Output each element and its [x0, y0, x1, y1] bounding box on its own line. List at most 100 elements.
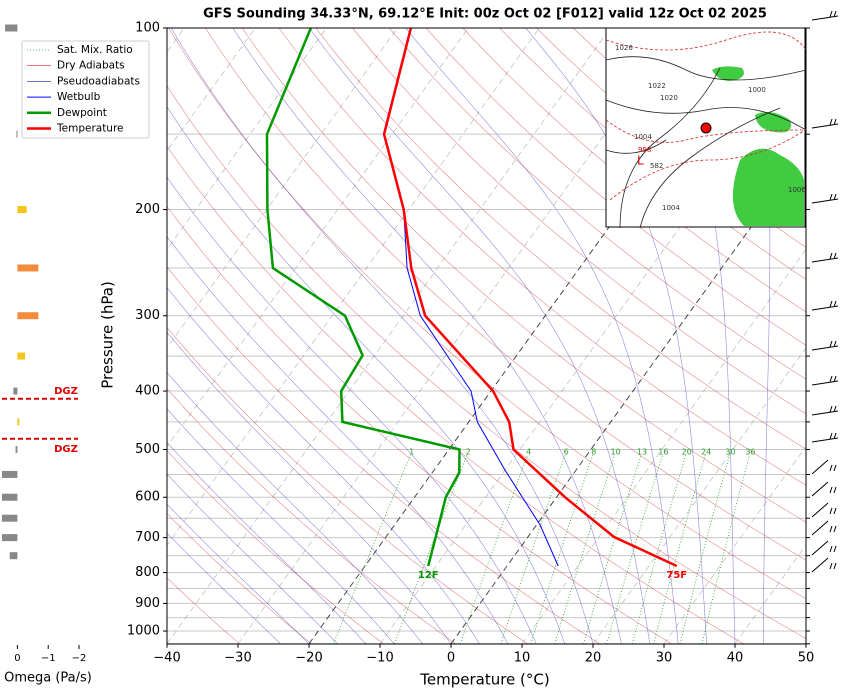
mixing-ratio-line	[459, 454, 529, 644]
mixing-ratio-label: 20	[682, 448, 692, 457]
wind-barb	[811, 375, 839, 386]
map-label: 1022	[648, 82, 666, 90]
omega-bar	[9, 552, 18, 560]
surface-label: 75F	[666, 570, 687, 581]
wind-barb	[811, 502, 837, 518]
pseudoadiabat	[167, 331, 452, 644]
x-tick-label: 30	[656, 650, 673, 665]
pseudoadiabat	[167, 532, 281, 644]
dry-adiabat	[425, 28, 806, 346]
omega-bar	[15, 445, 18, 453]
map-label: 1004	[662, 204, 680, 212]
map-label: 582	[650, 162, 663, 170]
mixing-ratio-line	[653, 454, 706, 644]
isotherm	[167, 28, 540, 546]
map-label: 1006	[788, 186, 806, 194]
x-tick-label: 50	[798, 650, 815, 665]
dgz-label: DGZ	[54, 386, 78, 397]
pseudoadiabat	[167, 106, 565, 644]
mixing-ratio-label: 6	[564, 448, 569, 457]
omega-bar	[2, 514, 18, 522]
wind-barb	[811, 520, 837, 536]
pseudoadiabat	[167, 503, 310, 644]
y-tick-label: 400	[135, 384, 160, 399]
mixing-ratio-label: 24	[701, 448, 711, 457]
y-axis-label: Pressure (hPa)	[99, 281, 117, 389]
isotherm	[167, 28, 469, 448]
legend-label: Wetbulb	[57, 91, 101, 103]
dry-adiabat	[167, 450, 384, 644]
pseudoadiabat	[167, 287, 480, 644]
omega-bar	[16, 130, 18, 138]
dry-adiabat	[499, 28, 806, 280]
wind-barb	[811, 540, 837, 556]
wind-barb	[811, 432, 839, 443]
dry-adiabat	[167, 577, 240, 644]
mixing-ratio-line	[530, 454, 594, 644]
wind-barb	[811, 252, 839, 263]
y-tick-label: 100	[135, 21, 160, 36]
wind-barb	[811, 193, 839, 204]
pseudoadiabat	[167, 236, 509, 644]
wind-barbs	[811, 10, 839, 573]
map-precip	[712, 66, 804, 227]
dry-adiabat	[205, 28, 806, 561]
omega-bar	[17, 352, 26, 360]
omega-bar	[17, 264, 39, 272]
mixing-ratio-line	[631, 454, 687, 644]
mixing-ratio-label: 30	[725, 448, 735, 457]
y-tick-label: 800	[135, 565, 160, 580]
omega-bar	[2, 493, 18, 501]
pseudoadiabat	[167, 473, 338, 644]
x-tick-label: 40	[727, 650, 744, 665]
x-tick-label: −10	[366, 650, 393, 665]
mixing-ratio-label: 2	[466, 448, 471, 457]
x-tick-label: 20	[585, 650, 602, 665]
wind-barb	[811, 118, 839, 129]
pseudoadiabat	[405, 28, 679, 644]
legend-label: Dewpoint	[57, 107, 107, 119]
surface-label: 12F	[418, 570, 439, 581]
y-tick-label: 300	[135, 308, 160, 323]
dry-adiabat	[278, 28, 806, 486]
map-location	[700, 122, 712, 134]
pseudoadiabat	[755, 28, 771, 644]
profile-line	[382, 28, 678, 568]
plot-frame	[166, 27, 807, 645]
isotherm	[167, 28, 611, 644]
dry-adiabat	[167, 85, 806, 639]
dry-adiabat	[167, 327, 528, 644]
omega-bar	[17, 418, 20, 426]
profile-line	[265, 28, 461, 567]
map-inset: 1026 1022 1020 1004 1000 998 582 1006 1004 L	[605, 27, 807, 229]
omega-axis-label: Omega (Pa/s)	[4, 671, 92, 686]
mixing-ratio-label: 8	[591, 448, 596, 457]
mixing-ratio-line	[583, 454, 642, 644]
map-label: 1000	[748, 86, 766, 94]
map-label: 1020	[660, 94, 678, 102]
pseudoadiabat	[525, 28, 707, 644]
dry-adiabat	[167, 266, 600, 644]
isotherm	[167, 28, 256, 152]
mixing-ratio-label: 4	[526, 448, 531, 457]
x-tick-label: −40	[153, 650, 180, 665]
pseudoadiabat	[167, 176, 537, 644]
chart-title: GFS Sounding 34.33°N, 69.12°E Init: 00z …	[203, 7, 767, 22]
legend-box	[21, 40, 150, 139]
map-thickness	[605, 31, 807, 201]
wind-barb	[811, 481, 837, 497]
x-tick-label: 0	[447, 650, 455, 665]
omega-bar	[17, 206, 27, 214]
mixing-ratio-line	[500, 454, 566, 644]
map-contours	[605, 56, 807, 229]
omega-bar	[13, 387, 18, 395]
legend-label: Sat. Mix. Ratio	[57, 44, 133, 56]
mixing-ratio-label: 10	[611, 448, 621, 457]
dry-adiabat	[352, 28, 806, 415]
dgz-label: DGZ	[54, 444, 78, 455]
pseudoadiabat	[654, 28, 736, 644]
mixing-ratio-line	[394, 454, 468, 644]
y-tick-label: 200	[135, 202, 160, 217]
